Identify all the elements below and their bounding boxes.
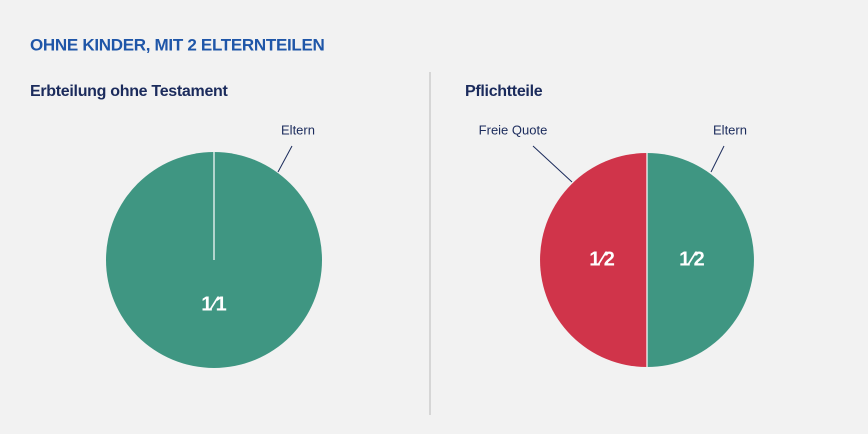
leader-line (710, 145, 725, 173)
leader-line (532, 145, 573, 183)
value-label: 1⁄2 (589, 248, 615, 270)
page-title: OHNE KINDER, MIT 2 ELTERNTEILEN (30, 35, 325, 54)
leader-line (277, 145, 293, 173)
pie-slice (647, 153, 754, 367)
category-label: Freie Quote (479, 122, 548, 137)
chart-title: Pflichtteile (465, 83, 543, 100)
value-label: 1⁄2 (679, 248, 705, 270)
chart-title: Erbteilung ohne Testament (30, 83, 229, 100)
category-label: Eltern (713, 122, 747, 137)
pie-slice (540, 153, 647, 367)
category-label: Eltern (281, 122, 315, 137)
value-label: 1⁄1 (201, 294, 227, 316)
